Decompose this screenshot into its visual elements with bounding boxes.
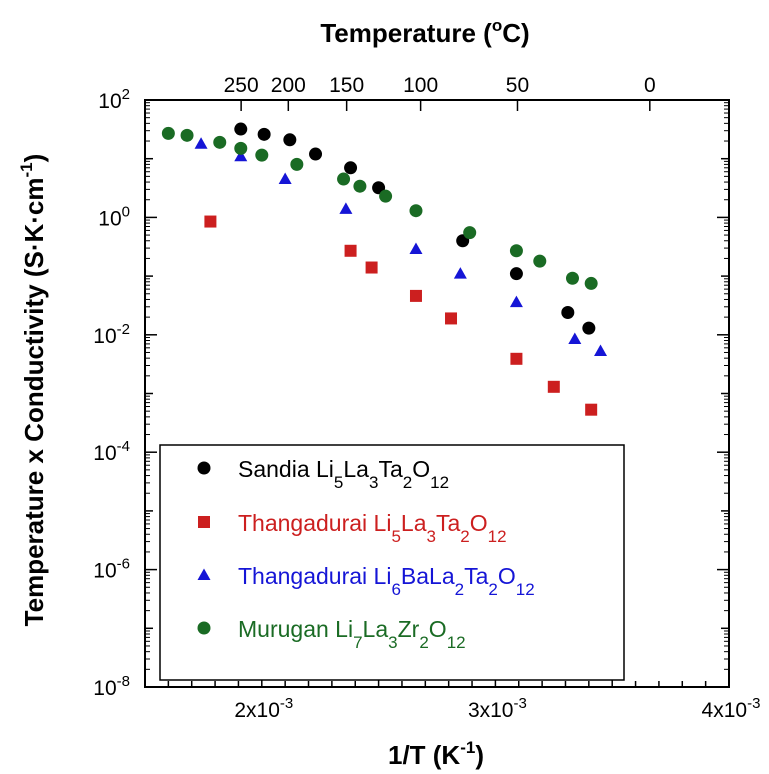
tick-labels: 2x10-3 3x10-3 4x10-3 102 100 10-2 10-4 10-6 10-8… (93, 74, 760, 722)
data-point-series-1 (309, 147, 323, 161)
data-point-series-2 (204, 215, 217, 228)
data-point-series-2 (585, 403, 598, 416)
data-point-series-4 (234, 141, 248, 155)
top-tick-label: 150 (329, 74, 364, 97)
data-point-series-3 (339, 202, 353, 214)
data-point-series-1 (561, 305, 575, 319)
x-tick-label: 4x10-3 (702, 695, 761, 722)
data-point-series-2 (409, 289, 422, 302)
top-tick-label: 100 (403, 74, 438, 97)
legend-box (159, 444, 625, 681)
x-tick-label: 2x10-3 (234, 695, 293, 722)
data-point-series-2 (365, 261, 378, 274)
top-tick-label: 250 (224, 74, 259, 97)
data-point-series-4 (584, 276, 598, 290)
data-point-series-1 (257, 127, 271, 141)
legend-marker-4 (197, 621, 211, 635)
data-point-series-4 (161, 126, 175, 140)
legend: Sandia Li5La3Ta2O12 Thangadurai Li5La3Ta2… (197, 456, 535, 652)
top-axis-title: Temperature (oC) (320, 16, 529, 48)
data-point-series-3 (568, 332, 582, 344)
top-tick-label: 200 (271, 74, 306, 97)
legend-label-2: Thangadurai Li5La3Ta2O12 (238, 510, 507, 546)
data-point-series-4 (290, 157, 304, 171)
data-point-series-4 (565, 271, 579, 285)
data-point-series-4 (255, 148, 269, 162)
data-point-series-1 (283, 133, 297, 147)
y-tick-label: 10-4 (93, 438, 130, 465)
data-point-series-4 (337, 172, 351, 186)
data-point-series-3 (594, 344, 608, 356)
y-tick-label: 10-2 (93, 321, 130, 348)
data-point-series-3 (194, 137, 208, 149)
data-markers (161, 122, 608, 416)
data-point-series-4 (213, 135, 227, 149)
legend-label-3: Thangadurai Li6BaLa2Ta2O12 (238, 563, 535, 599)
top-tick-label: 0 (644, 74, 656, 97)
y-tick-label: 100 (98, 203, 130, 230)
data-point-series-4 (353, 179, 367, 193)
y-tick-label: 10-8 (93, 673, 130, 700)
legend-marker-2 (198, 516, 210, 528)
top-tick-label: 50 (506, 74, 529, 97)
legend-label-4: Murugan Li7La3Zr2O12 (238, 616, 466, 652)
data-point-series-2 (547, 380, 560, 393)
legend-marker-3 (197, 568, 211, 580)
data-point-series-2 (344, 244, 357, 257)
data-point-series-1 (234, 122, 248, 136)
data-point-series-2 (510, 352, 523, 365)
legend-marker-1 (197, 461, 211, 475)
data-point-series-1 (509, 267, 523, 281)
data-point-series-4 (463, 226, 477, 240)
data-point-series-3 (509, 295, 523, 308)
data-point-series-1 (344, 161, 358, 175)
data-point-series-1 (582, 321, 596, 335)
data-point-series-4 (533, 254, 547, 268)
y-tick-label: 10-6 (93, 556, 130, 583)
data-point-series-4 (379, 189, 393, 203)
x-axis-title: 1/T (K-1) (388, 738, 484, 770)
data-point-series-4 (409, 204, 423, 218)
y-tick-label: 102 (98, 86, 130, 113)
data-point-series-4 (180, 128, 194, 142)
data-point-series-3 (453, 267, 467, 279)
data-point-series-3 (278, 172, 292, 185)
data-point-series-3 (409, 242, 423, 254)
y-axis-title: Temperature x Conductivity (S·K·cm-1) (17, 154, 49, 627)
x-tick-label: 3x10-3 (468, 695, 527, 722)
data-point-series-3 (234, 149, 248, 162)
axis-ticks (144, 99, 730, 688)
data-point-series-4 (509, 244, 523, 258)
legend-label-1: Sandia Li5La3Ta2O12 (238, 456, 449, 492)
data-point-series-2 (445, 312, 458, 325)
